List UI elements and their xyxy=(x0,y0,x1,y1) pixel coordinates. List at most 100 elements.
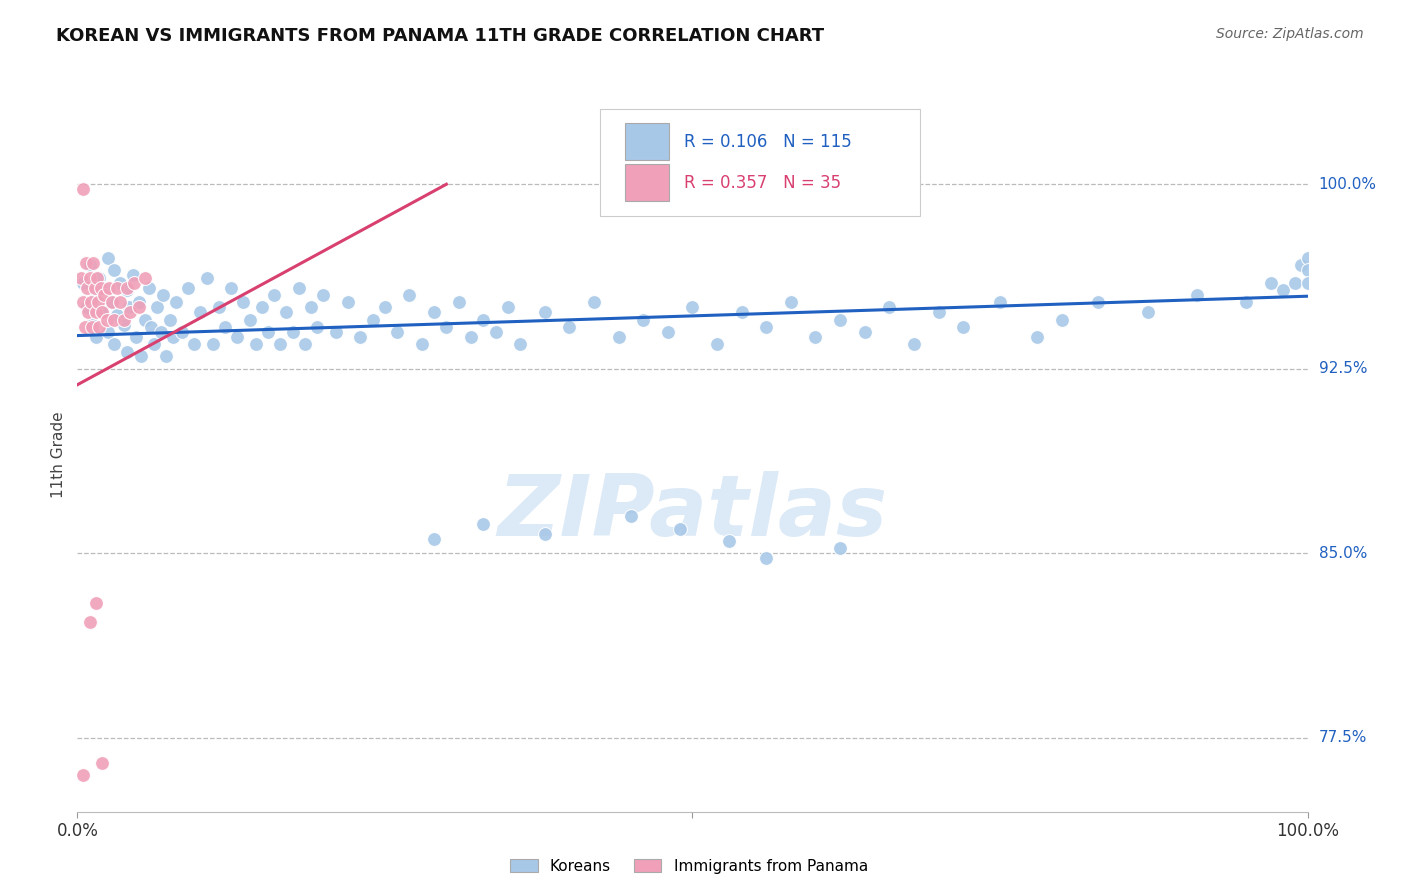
Point xyxy=(607,330,630,344)
Point xyxy=(263,288,285,302)
Point xyxy=(90,305,114,319)
Point xyxy=(299,300,322,314)
Point xyxy=(472,516,495,531)
Point xyxy=(294,337,316,351)
Point xyxy=(195,270,218,285)
Point xyxy=(165,295,187,310)
Point xyxy=(583,295,606,310)
Point xyxy=(830,312,852,326)
Point xyxy=(1026,330,1049,344)
Point xyxy=(226,330,249,344)
Point xyxy=(103,263,125,277)
Point xyxy=(141,320,163,334)
Point xyxy=(72,182,94,196)
Point xyxy=(804,330,827,344)
Point xyxy=(115,283,138,297)
Point xyxy=(155,350,177,364)
Point xyxy=(276,305,298,319)
Point xyxy=(90,756,114,770)
Text: R = 0.106   N = 115: R = 0.106 N = 115 xyxy=(683,133,852,151)
Point xyxy=(122,276,145,290)
Point xyxy=(150,325,173,339)
Point xyxy=(75,256,97,270)
Point xyxy=(129,350,153,364)
Point xyxy=(337,295,360,310)
Point xyxy=(374,300,396,314)
Point xyxy=(89,270,111,285)
Point xyxy=(485,325,508,339)
Point xyxy=(755,320,778,334)
FancyBboxPatch shape xyxy=(624,123,669,161)
Point xyxy=(170,325,193,339)
Point xyxy=(83,280,105,294)
Point xyxy=(103,337,125,351)
Point xyxy=(325,325,347,339)
Point xyxy=(138,280,160,294)
Point xyxy=(269,337,291,351)
Point xyxy=(1284,276,1306,290)
Point xyxy=(250,300,273,314)
FancyBboxPatch shape xyxy=(624,164,669,202)
Point xyxy=(77,305,100,319)
Point xyxy=(928,305,950,319)
Text: 92.5%: 92.5% xyxy=(1319,361,1367,376)
Point xyxy=(72,768,94,782)
Point xyxy=(188,305,212,319)
Point xyxy=(80,295,103,310)
Point xyxy=(110,276,132,290)
Point xyxy=(72,295,94,310)
Point xyxy=(93,288,115,302)
Point xyxy=(98,280,121,294)
FancyBboxPatch shape xyxy=(600,109,920,216)
Point xyxy=(84,596,107,610)
Point xyxy=(97,251,120,265)
Point xyxy=(1296,251,1319,265)
Point xyxy=(361,312,384,326)
Point xyxy=(105,308,128,322)
Point xyxy=(436,320,458,334)
Point xyxy=(72,276,94,290)
Point xyxy=(79,615,101,630)
Point xyxy=(460,330,482,344)
Point xyxy=(349,330,371,344)
Text: 77.5%: 77.5% xyxy=(1319,731,1367,746)
Point xyxy=(1260,276,1282,290)
Point xyxy=(755,551,778,566)
Point xyxy=(423,305,446,319)
Legend: Koreans, Immigrants from Panama: Koreans, Immigrants from Panama xyxy=(503,853,875,880)
Point xyxy=(177,280,200,294)
Point xyxy=(183,337,205,351)
Point xyxy=(84,330,107,344)
Point xyxy=(101,295,124,310)
Point xyxy=(988,295,1011,310)
Point xyxy=(558,320,581,334)
Point xyxy=(682,300,704,314)
Point xyxy=(134,270,156,285)
Point xyxy=(105,280,128,294)
Point xyxy=(82,320,104,334)
Point xyxy=(90,305,114,319)
Point xyxy=(633,312,655,326)
Point xyxy=(1291,259,1313,273)
Text: KOREAN VS IMMIGRANTS FROM PANAMA 11TH GRADE CORRELATION CHART: KOREAN VS IMMIGRANTS FROM PANAMA 11TH GR… xyxy=(56,27,824,45)
Point xyxy=(879,300,901,314)
Point xyxy=(472,312,495,326)
Point xyxy=(82,318,104,332)
Point xyxy=(79,270,101,285)
Point xyxy=(534,526,557,541)
Point xyxy=(73,320,96,334)
Text: Source: ZipAtlas.com: Source: ZipAtlas.com xyxy=(1216,27,1364,41)
Point xyxy=(952,320,974,334)
Point xyxy=(385,325,409,339)
Point xyxy=(120,305,142,319)
Point xyxy=(84,305,107,319)
Point xyxy=(423,532,446,546)
Point xyxy=(657,325,679,339)
Point xyxy=(1234,295,1257,310)
Point xyxy=(219,280,242,294)
Point xyxy=(281,325,304,339)
Point xyxy=(142,337,165,351)
Point xyxy=(830,541,852,556)
Point xyxy=(780,295,803,310)
Point xyxy=(214,320,236,334)
